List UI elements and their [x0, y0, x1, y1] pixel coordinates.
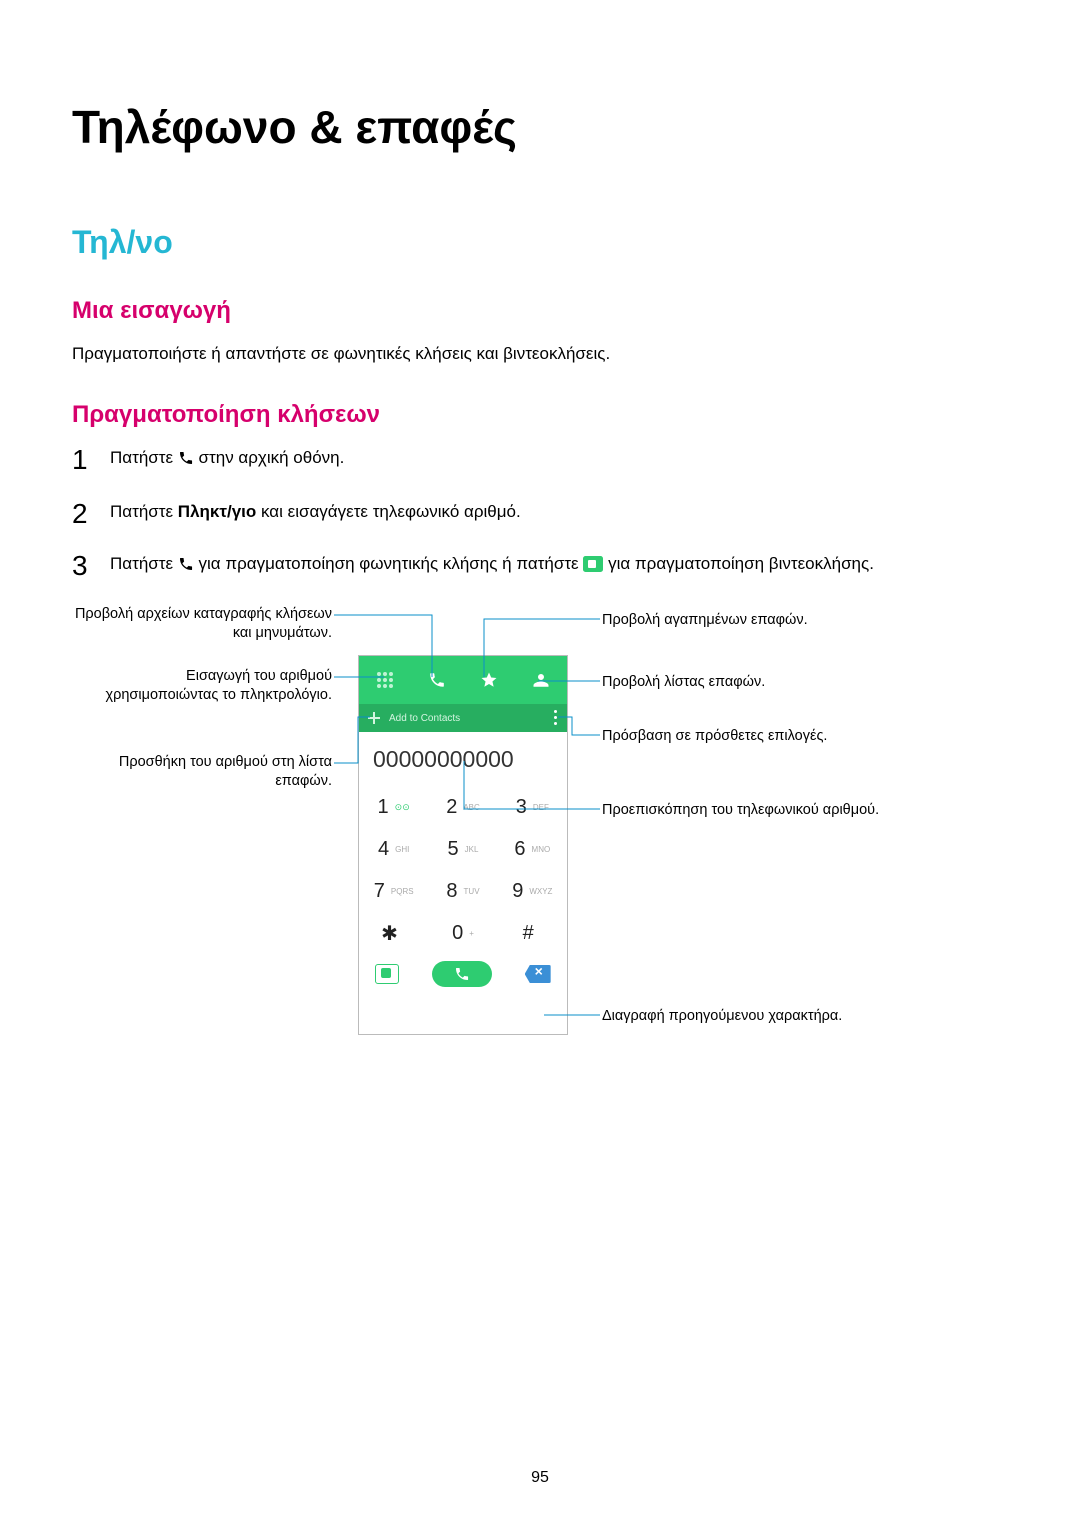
step-3: Πατήστε για πραγματοποίηση φωνητικής κλή… — [72, 551, 1008, 580]
number-display: 00000000000 — [359, 732, 567, 786]
callout-logs: Προβολή αρχείων καταγραφής κλήσεων και μ… — [72, 605, 332, 643]
tab-keypad-icon — [373, 668, 397, 692]
page-title: Τηλέφωνο & επαφές — [72, 100, 1008, 154]
video-call-button-icon — [375, 964, 399, 984]
phone-icon — [178, 448, 194, 474]
step2-text-a: Πατήστε — [110, 502, 178, 521]
key-1: 1⊙⊙ — [359, 786, 428, 828]
step1-text-b: στην αρχική οθόνη. — [199, 448, 345, 467]
tab-contacts-icon — [529, 668, 553, 692]
callout-more: Πρόσβαση σε πρόσθετες επιλογές. — [602, 727, 902, 746]
phone-tabbar — [359, 656, 567, 704]
callout-contacts: Προβολή λίστας επαφών. — [602, 673, 902, 692]
key-3: 3DEF — [498, 786, 567, 828]
callout-delete: Διαγραφή προηγούμενου χαρακτήρα. — [602, 1007, 902, 1026]
add-to-contacts-row: Add to Contacts — [359, 704, 567, 732]
key-8: 8TUV — [428, 870, 497, 912]
steps-list: Πατήστε στην αρχική οθόνη. Πατήστε Πληκτ… — [72, 445, 1008, 580]
add-to-contacts-label: Add to Contacts — [389, 713, 460, 724]
plus-icon — [367, 711, 381, 725]
step-1: Πατήστε στην αρχική οθόνη. — [72, 445, 1008, 474]
dialer-diagram: Add to Contacts 00000000000 1⊙⊙2ABC3DEF 4… — [72, 605, 1008, 1085]
section-heading: Τηλ/νο — [72, 224, 1008, 261]
step-2: Πατήστε Πληκτ/γιο και εισαγάγετε τηλεφων… — [72, 499, 1008, 525]
step1-text-a: Πατήστε — [110, 448, 178, 467]
backspace-icon — [525, 965, 551, 983]
page-number: 95 — [0, 1469, 1080, 1487]
callout-favorites: Προβολή αγαπημένων επαφών. — [602, 611, 902, 630]
step3-text-a: Πατήστε — [110, 554, 178, 573]
step3-text-c: για πραγματοποίηση βιντεοκλήσης. — [608, 554, 874, 573]
video-call-icon — [583, 554, 603, 580]
callout-preview: Προεπισκόπηση του τηλεφωνικού αριθμού. — [602, 801, 902, 820]
keypad: 1⊙⊙2ABC3DEF 4GHI5JKL6MNO 7PQRS8TUV9WXYZ ✱ 0… — [359, 786, 567, 954]
key-5: 5JKL — [428, 828, 497, 870]
intro-body: Πραγματοποιήστε ή απαντήστε σε φωνητικές… — [72, 341, 1008, 367]
key-0: 0+ — [428, 912, 497, 954]
callout-keypad-entry: Εισαγωγή του αριθμού χρησιμοποιώντας το … — [72, 667, 332, 705]
key-6: 6MNO — [498, 828, 567, 870]
step2-text-b: και εισαγάγετε τηλεφωνικό αριθμό. — [261, 502, 521, 521]
subsection-intro-heading: Μια εισαγωγή — [72, 297, 1008, 325]
more-options-icon — [554, 710, 557, 726]
key-7: 7PQRS — [359, 870, 428, 912]
step3-text-b: για πραγματοποίηση φωνητικής κλήσης ή πα… — [199, 554, 584, 573]
tab-favorites-icon — [477, 668, 501, 692]
phone-icon — [178, 554, 194, 580]
call-button-icon — [432, 961, 492, 987]
key-9: 9WXYZ — [498, 870, 567, 912]
action-row — [359, 954, 567, 994]
phone-frame: Add to Contacts 00000000000 1⊙⊙2ABC3DEF 4… — [358, 655, 568, 1035]
tab-recents-icon — [425, 668, 449, 692]
subsection-calls-heading: Πραγματοποίηση κλήσεων — [72, 401, 1008, 429]
callout-add-contact: Προσθήκη του αριθμού στη λίστα επαφών. — [72, 753, 332, 791]
key-4: 4GHI — [359, 828, 428, 870]
key-2: 2ABC — [428, 786, 497, 828]
key-#: # — [498, 912, 567, 954]
key-✱: ✱ — [359, 912, 428, 954]
step2-bold: Πληκτ/γιο — [178, 502, 256, 521]
